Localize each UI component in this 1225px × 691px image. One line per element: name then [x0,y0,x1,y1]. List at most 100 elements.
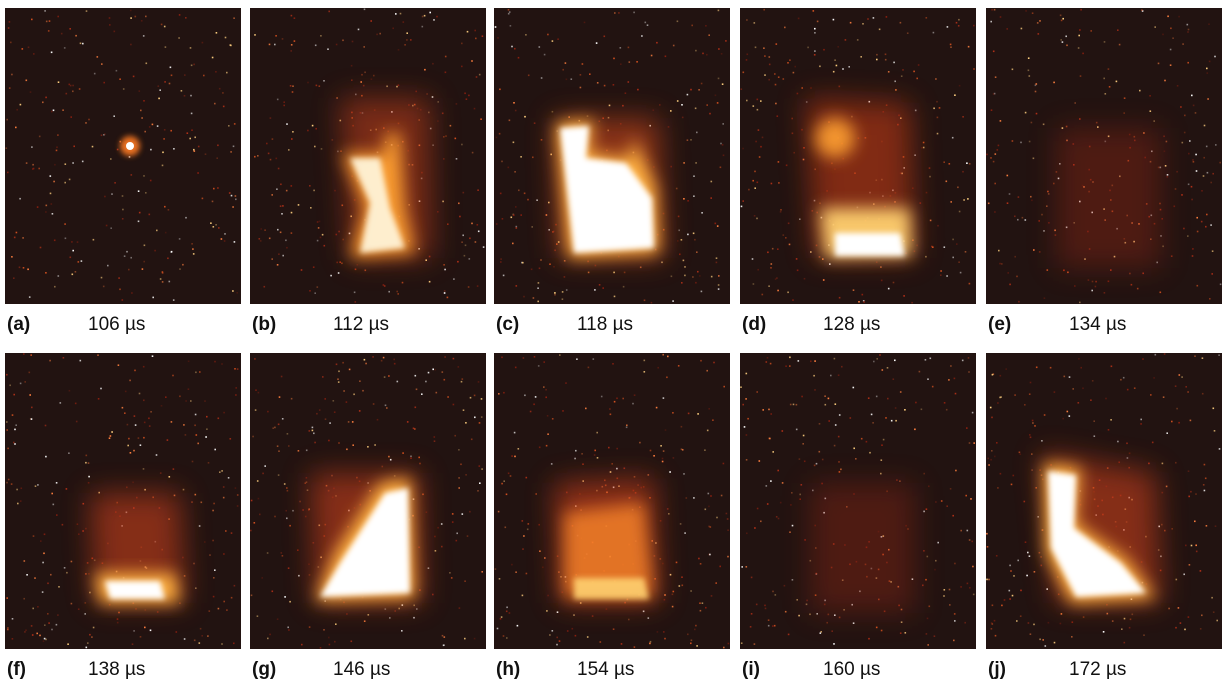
noise [530,411,532,413]
noise [548,229,550,231]
noise [291,185,293,187]
noise [119,78,121,80]
noise [286,518,288,520]
noise [461,241,463,243]
noise [77,523,79,525]
noise [269,44,271,46]
noise [1031,453,1033,455]
panel-label: (c) [496,314,519,335]
noise [552,111,554,113]
noise [896,479,898,481]
noise [89,634,91,636]
noise [754,22,756,24]
noise [602,287,604,289]
noise [499,133,501,135]
noise [434,536,436,538]
noise [132,482,134,484]
noise [777,115,779,117]
noise [780,502,782,504]
noise [881,444,883,446]
noise [784,27,786,29]
noise [918,64,920,66]
noise [45,456,47,458]
noise [663,631,665,633]
noise [139,212,141,214]
noise [1188,616,1190,618]
noise [531,269,533,271]
noise [667,508,669,510]
noise [754,187,756,189]
noise [462,513,464,515]
noise [895,420,897,422]
noise [804,461,806,463]
noise [1155,354,1157,356]
noise [150,149,152,151]
noise [927,644,929,646]
noise [71,603,73,605]
noise [328,11,330,13]
noise [538,524,540,526]
noise [141,117,143,119]
noise [709,554,711,556]
noise [160,278,162,280]
noise [319,409,321,411]
noise [425,259,427,261]
noise [516,226,518,228]
noise [660,445,662,447]
noise [1072,621,1074,623]
noise [769,56,771,58]
noise [648,617,650,619]
noise [814,360,816,362]
noise [314,146,316,148]
noise [522,520,524,522]
noise [1140,419,1142,421]
noise [397,293,399,295]
noise [828,420,830,422]
noise [385,405,387,407]
noise [9,385,11,387]
noise [696,645,698,647]
noise [1009,284,1011,286]
noise [229,192,231,194]
noise [469,511,471,513]
noise [299,501,301,503]
noise [962,171,964,173]
noise [221,643,223,645]
noise [1025,10,1027,12]
noise [101,277,103,279]
noise [32,168,34,170]
noise [531,226,533,228]
noise [88,476,90,478]
noise [1013,475,1015,477]
noise [762,294,764,296]
noise [140,444,142,446]
noise [12,638,14,640]
noise [1111,366,1113,368]
noise [508,13,510,15]
noise [650,450,652,452]
noise [1183,574,1185,576]
noise [887,367,889,369]
noise [776,43,778,45]
noise [991,109,993,111]
noise [595,265,597,267]
noise [973,442,975,444]
noise [816,613,818,615]
noise [294,40,296,42]
noise [804,539,806,541]
noise [807,47,809,49]
noise [1014,394,1016,396]
noise [1220,284,1222,286]
noise [509,120,511,122]
noise [461,66,463,68]
noise [308,563,310,565]
noise [72,250,74,252]
noise [1009,598,1011,600]
noise [477,224,479,226]
noise [306,477,308,479]
noise [1207,72,1209,74]
noise [523,535,525,537]
noise [925,359,927,361]
noise [839,471,841,473]
noise [1166,432,1168,434]
